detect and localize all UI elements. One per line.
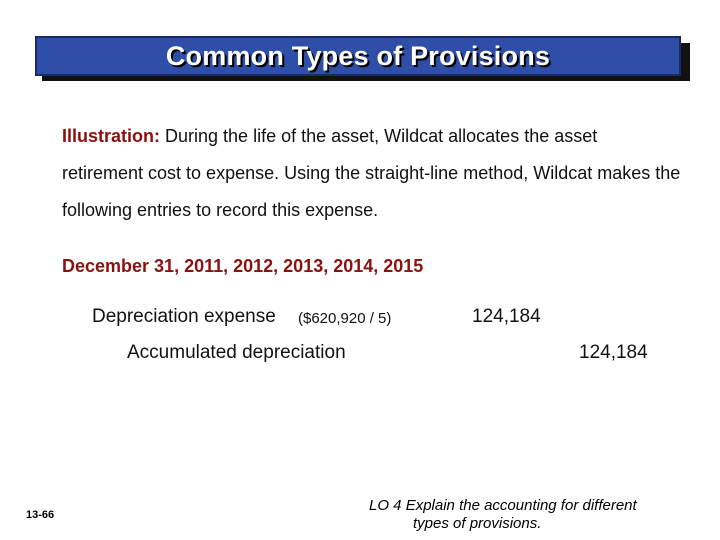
lo-code: LO 4 [369,497,402,514]
debit-calculation: ($620,920 / 5) [298,310,392,327]
illustration-paragraph: Illustration: During the life of the ass… [62,118,682,229]
credit-account: Accumulated depreciation [127,342,346,363]
lo-line1: Explain the accounting for different [405,497,637,514]
page-title: Common Types of Provisions [165,40,551,71]
illustration-label: Illustration: [62,126,160,146]
learning-objective: LO 4 Explain the accounting for differen… [369,497,709,533]
debit-account: Depreciation expense [92,306,276,327]
debit-amount: 124,184 [472,306,541,327]
illustration-text: During the life of the asset, Wildcat al… [62,126,681,220]
credit-amount: 124,184 [579,342,648,363]
lo-line2: types of provisions. [413,515,542,532]
entry-dates: December 31, 2011, 2012, 2013, 2014, 201… [62,256,424,276]
page-number: 13-66 [26,509,55,521]
title-banner: Common Types of Provisions [35,36,681,76]
